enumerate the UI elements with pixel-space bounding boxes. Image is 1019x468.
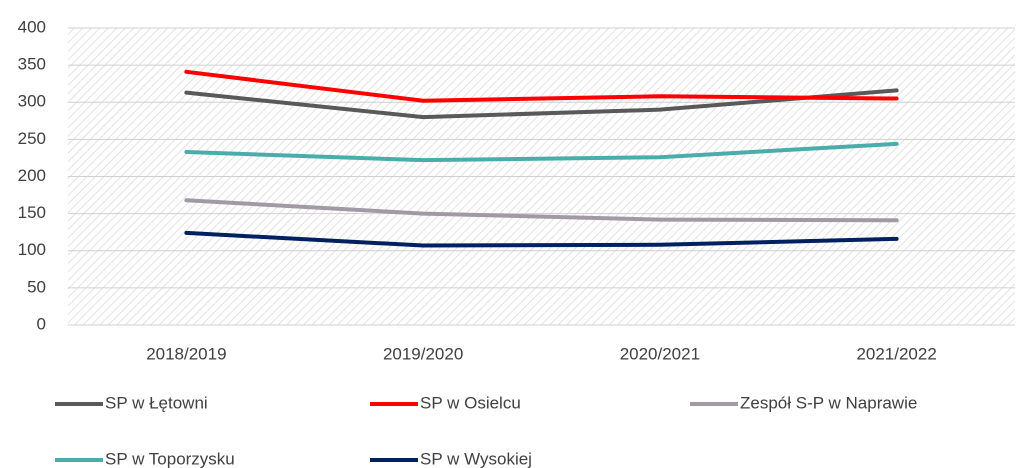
series-line: [184, 141, 899, 163]
legend-label: SP w Osielcu: [420, 393, 521, 412]
y-tick-label: 0: [37, 314, 46, 333]
series-line: [184, 69, 899, 103]
legend-label: SP w Toporzysku: [105, 449, 235, 468]
legend-label: SP w Łętowni: [105, 393, 208, 412]
legend-label: Zespół S-P w Naprawie: [740, 393, 917, 412]
y-tick-label: 350: [18, 55, 46, 74]
y-tick-label: 50: [27, 277, 46, 296]
x-tick-label: 2020/2021: [620, 344, 700, 363]
y-tick-label: 400: [18, 17, 46, 36]
series-line: [184, 198, 899, 223]
x-tick-label: 2018/2019: [146, 344, 226, 363]
y-tick-label: 200: [18, 166, 46, 185]
y-tick-label: 250: [18, 129, 46, 148]
y-tick-label: 100: [18, 240, 46, 259]
y-tick-label: 150: [18, 203, 46, 222]
series-line: [184, 230, 899, 248]
series-line: [184, 88, 899, 120]
y-tick-label: 300: [18, 92, 46, 111]
x-tick-label: 2019/2020: [383, 344, 463, 363]
legend-label: SP w Wysokiej: [420, 449, 532, 468]
x-tick-label: 2021/2022: [856, 344, 936, 363]
